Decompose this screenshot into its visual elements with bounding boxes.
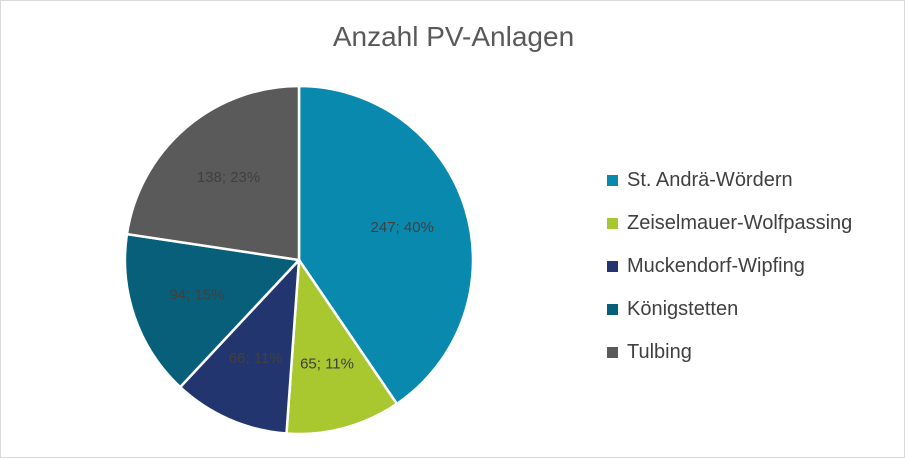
data-label-1: 247; 40% — [371, 219, 434, 236]
data-label-5: 138; 23% — [197, 169, 260, 186]
legend-item-3: Muckendorf-Wipfing — [607, 245, 852, 288]
pie-slice-1 — [297, 84, 475, 406]
data-label-4: 94; 15% — [169, 286, 224, 303]
legend-swatch — [607, 175, 618, 186]
legend-item-4: Königstetten — [607, 288, 852, 331]
data-label-3: 66; 11% — [229, 350, 283, 367]
legend-label: Tulbing — [627, 341, 692, 363]
pie-slice-3 — [178, 258, 301, 435]
legend-label: Muckendorf-Wipfing — [627, 255, 805, 277]
pie-slice-5 — [125, 84, 301, 262]
legend-label: Zeiselmauer-Wolfpassing — [627, 212, 853, 234]
legend-item-1: St. Andrä-Wördern — [607, 159, 852, 202]
legend-swatch — [607, 304, 618, 315]
legend-swatch — [607, 261, 618, 272]
legend-item-5: Tulbing — [607, 331, 852, 374]
legend-swatch — [607, 347, 618, 358]
legend-label: St. Andrä-Wördern — [627, 169, 793, 191]
pie-slice-4 — [123, 232, 301, 389]
legend: St. Andrä-Wördern Zeiselmauer-Wolfpassing… — [607, 159, 852, 374]
pie-slice-2 — [285, 258, 399, 436]
legend-item-2: Zeiselmauer-Wolfpassing — [607, 202, 852, 245]
data-label-2: 65; 11% — [300, 355, 354, 372]
chart-title: Anzahl PV-Anlagen — [332, 21, 575, 52]
legend-swatch — [607, 218, 618, 229]
legend-label: Königstetten — [627, 298, 739, 320]
